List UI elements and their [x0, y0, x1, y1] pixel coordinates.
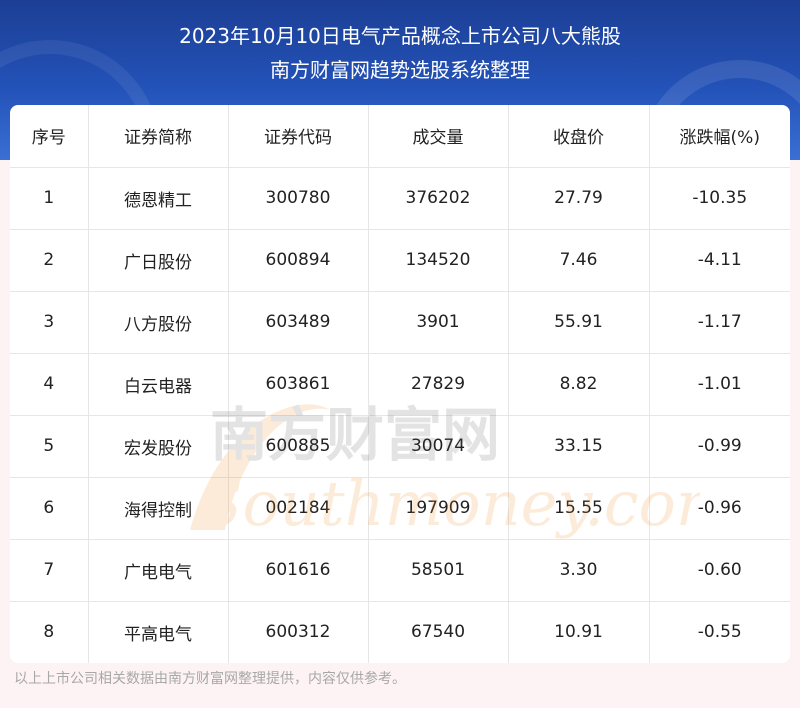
cell-index: 2 [10, 229, 89, 292]
cell-index: 3 [10, 291, 89, 354]
cell-volume: 3901 [368, 291, 509, 354]
cell-close: 10.91 [508, 601, 650, 663]
cell-volume: 376202 [368, 167, 509, 230]
table-row: 4 白云电器 603861 27829 8.82 -1.01 [10, 353, 790, 416]
cell-code: 600894 [228, 229, 369, 292]
header-code: 证券代码 [228, 105, 369, 168]
table-row: 8 平高电气 600312 67540 10.91 -0.55 [10, 601, 790, 663]
cell-code: 300780 [228, 167, 369, 230]
cell-name: 白云电器 [88, 353, 229, 416]
cell-name: 广电电气 [88, 539, 229, 602]
cell-volume: 58501 [368, 539, 509, 602]
cell-code: 600885 [228, 415, 369, 478]
cell-close: 7.46 [508, 229, 650, 292]
cell-change: -1.01 [649, 353, 790, 416]
cell-index: 8 [10, 601, 89, 663]
cell-index: 4 [10, 353, 89, 416]
cell-code: 600312 [228, 601, 369, 663]
cell-name: 广日股份 [88, 229, 229, 292]
table-row: 6 海得控制 002184 197909 15.55 -0.96 [10, 477, 790, 540]
header-volume: 成交量 [368, 105, 509, 168]
cell-volume: 134520 [368, 229, 509, 292]
cell-code: 603489 [228, 291, 369, 354]
footer-disclaimer: 以上上市公司相关数据由南方财富网整理提供，内容仅供参考。 [14, 671, 406, 687]
table-row: 5 宏发股份 600885 30074 33.15 -0.99 [10, 415, 790, 478]
cell-volume: 67540 [368, 601, 509, 663]
table-row: 2 广日股份 600894 134520 7.46 -4.11 [10, 229, 790, 292]
cell-close: 15.55 [508, 477, 650, 540]
cell-volume: 197909 [368, 477, 509, 540]
cell-name: 八方股份 [88, 291, 229, 354]
cell-close: 3.30 [508, 539, 650, 602]
stock-table: 序号 证券简称 证券代码 成交量 收盘价 涨跌幅(%) 1 德恩精工 30078… [10, 105, 790, 663]
header-index: 序号 [10, 105, 89, 168]
cell-change: -1.17 [649, 291, 790, 354]
cell-code: 603861 [228, 353, 369, 416]
table-header-row: 序号 证券简称 证券代码 成交量 收盘价 涨跌幅(%) [10, 105, 790, 168]
cell-name: 德恩精工 [88, 167, 229, 230]
cell-code: 002184 [228, 477, 369, 540]
cell-index: 6 [10, 477, 89, 540]
table-row: 7 广电电气 601616 58501 3.30 -0.60 [10, 539, 790, 602]
cell-name: 海得控制 [88, 477, 229, 540]
cell-name: 宏发股份 [88, 415, 229, 478]
cell-volume: 27829 [368, 353, 509, 416]
header-close: 收盘价 [508, 105, 650, 168]
cell-change: -4.11 [649, 229, 790, 292]
cell-index: 1 [10, 167, 89, 230]
header-name: 证券简称 [88, 105, 229, 168]
cell-close: 55.91 [508, 291, 650, 354]
cell-change: -0.96 [649, 477, 790, 540]
cell-close: 33.15 [508, 415, 650, 478]
cell-change: -10.35 [649, 167, 790, 230]
cell-code: 601616 [228, 539, 369, 602]
header-change: 涨跌幅(%) [649, 105, 790, 168]
table-row: 3 八方股份 603489 3901 55.91 -1.17 [10, 291, 790, 354]
table-row: 1 德恩精工 300780 376202 27.79 -10.35 [10, 167, 790, 230]
page-title: 2023年10月10日电气产品概念上市公司八大熊股 [179, 24, 621, 48]
cell-volume: 30074 [368, 415, 509, 478]
data-table-card: 序号 证券简称 证券代码 成交量 收盘价 涨跌幅(%) 1 德恩精工 30078… [10, 105, 790, 663]
cell-close: 8.82 [508, 353, 650, 416]
cell-close: 27.79 [508, 167, 650, 230]
page-subtitle: 南方财富网趋势选股系统整理 [270, 58, 530, 82]
cell-index: 7 [10, 539, 89, 602]
cell-change: -0.60 [649, 539, 790, 602]
cell-index: 5 [10, 415, 89, 478]
cell-name: 平高电气 [88, 601, 229, 663]
cell-change: -0.99 [649, 415, 790, 478]
cell-change: -0.55 [697, 622, 742, 643]
